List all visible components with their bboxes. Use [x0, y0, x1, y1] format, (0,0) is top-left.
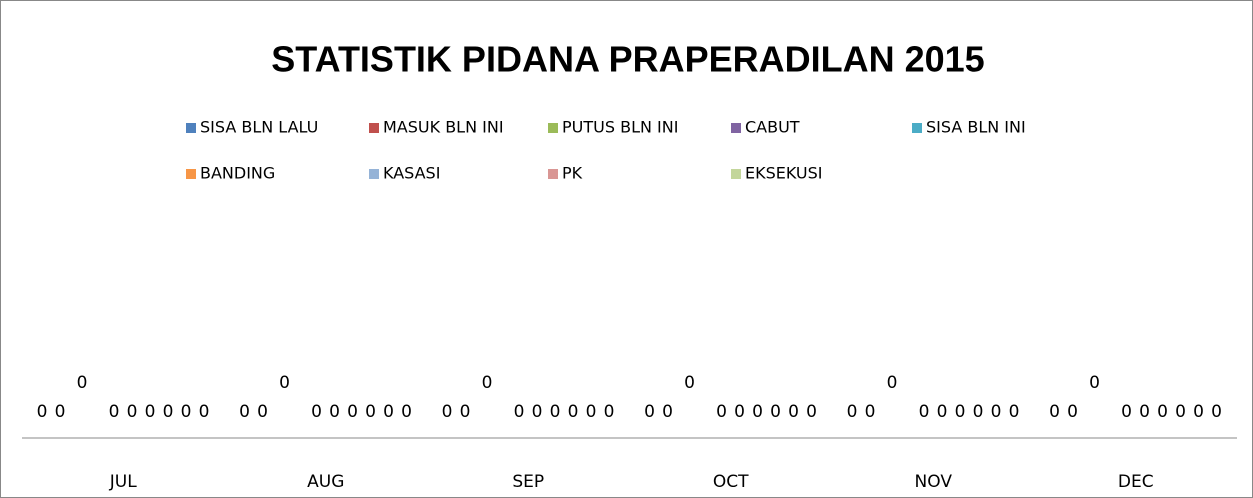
data-label: 0 [550, 402, 561, 422]
data-label: 0 [1121, 402, 1132, 422]
data-label: 0 [568, 402, 579, 422]
data-label: 0 [973, 402, 984, 422]
data-label: 0 [365, 402, 376, 422]
data-label: 0 [532, 402, 543, 422]
data-label: 0 [770, 402, 781, 422]
data-label: 0 [865, 402, 876, 422]
legend-swatch [186, 123, 196, 133]
data-label: 0 [1067, 402, 1078, 422]
x-tick-label: JUL [109, 472, 137, 492]
legend-label: MASUK BLN INI [383, 118, 504, 137]
data-label: 0 [847, 402, 858, 422]
data-label: 0 [514, 402, 525, 422]
data-label: 0 [401, 402, 412, 422]
legend-label: EKSEKUSI [745, 164, 823, 183]
legend-swatch [369, 169, 379, 179]
data-label: 0 [55, 402, 66, 422]
data-label: 0 [257, 402, 268, 422]
data-label: 0 [1009, 402, 1020, 422]
data-label: 0 [1193, 402, 1204, 422]
data-label: 0 [127, 402, 138, 422]
data-label: 0 [1175, 402, 1186, 422]
data-label: 0 [788, 402, 799, 422]
data-label: 0 [347, 402, 358, 422]
legend-label: KASASI [383, 164, 440, 183]
x-tick-label: SEP [512, 472, 544, 492]
data-label: 0 [199, 402, 210, 422]
data-label: 0 [1157, 402, 1168, 422]
data-label: 0 [163, 402, 174, 422]
data-label: 0 [460, 402, 471, 422]
x-tick-label: NOV [915, 472, 953, 492]
legend-swatch [731, 123, 741, 133]
data-label: 0 [1211, 402, 1222, 422]
x-tick-label: OCT [713, 472, 749, 492]
legend-label: BANDING [200, 164, 275, 183]
data-label: 0 [806, 402, 817, 422]
chart-title: STATISTIK PIDANA PRAPERADILAN 2015 [271, 39, 984, 80]
data-label: 0 [145, 402, 156, 422]
data-label: 0 [239, 402, 250, 422]
legend-label: PK [562, 164, 583, 183]
data-label: 0 [77, 373, 88, 393]
data-label: 0 [181, 402, 192, 422]
legend-label: SISA BLN LALU [200, 118, 318, 137]
x-tick-label: DEC [1118, 472, 1154, 492]
legend-label: PUTUS BLN INI [562, 118, 678, 137]
data-label: 0 [442, 402, 453, 422]
data-label: 0 [586, 402, 597, 422]
legend-label: CABUT [745, 118, 800, 137]
data-label: 0 [1089, 373, 1100, 393]
data-label: 0 [752, 402, 763, 422]
legend-swatch [912, 123, 922, 133]
data-label: 0 [887, 373, 898, 393]
data-label: 0 [109, 402, 120, 422]
data-label: 0 [279, 373, 290, 393]
data-label: 0 [329, 402, 340, 422]
data-label: 0 [482, 373, 493, 393]
data-label: 0 [1049, 402, 1060, 422]
data-label: 0 [311, 402, 322, 422]
data-label: 0 [955, 402, 966, 422]
x-tick-label: AUG [307, 472, 344, 492]
data-label: 0 [604, 402, 615, 422]
data-label: 0 [383, 402, 394, 422]
data-label: 0 [662, 402, 673, 422]
data-label: 0 [1139, 402, 1150, 422]
legend-swatch [369, 123, 379, 133]
data-label: 0 [716, 402, 727, 422]
data-label: 0 [734, 402, 745, 422]
legend-label: SISA BLN INI [926, 118, 1026, 137]
data-label: 0 [684, 373, 695, 393]
legend-swatch [731, 169, 741, 179]
legend-swatch [548, 123, 558, 133]
data-label: 0 [37, 402, 48, 422]
data-label: 0 [991, 402, 1002, 422]
legend-swatch [186, 169, 196, 179]
data-label: 0 [644, 402, 655, 422]
data-label: 0 [937, 402, 948, 422]
data-label: 0 [919, 402, 930, 422]
legend-swatch [548, 169, 558, 179]
